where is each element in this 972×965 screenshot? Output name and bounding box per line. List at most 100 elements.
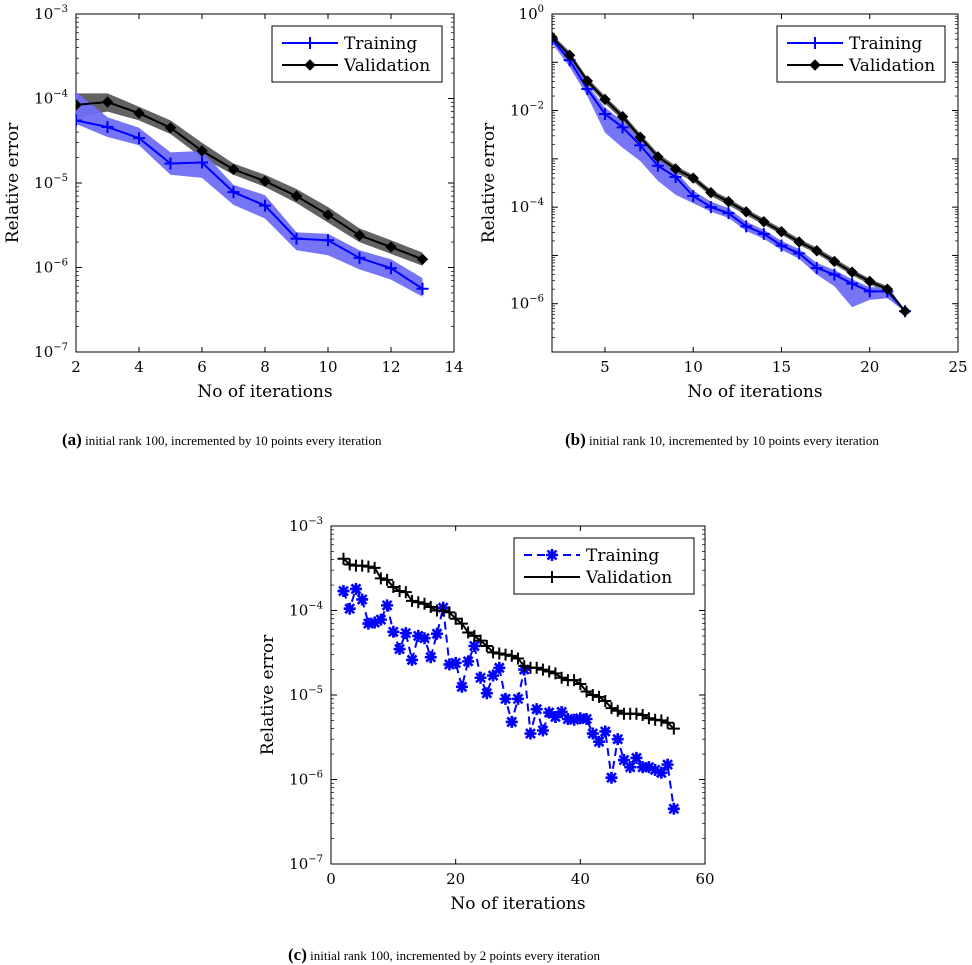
data-point-a-training-2: [133, 132, 145, 145]
data-point-b-training-18: [863, 285, 876, 298]
x-tick-label-b-4: 25: [948, 358, 967, 376]
data-point-a-validation-8: [322, 209, 334, 221]
data-point-b-validation-10: [722, 195, 735, 208]
data-point-c-validation-47: [630, 707, 643, 720]
data-point-c-validation-26: [499, 648, 512, 661]
x-axis-label-a: No of iterations: [197, 382, 332, 402]
legend-marker-b-training: [809, 37, 821, 49]
data-point-c-training-1: [343, 602, 356, 615]
data-point-a-validation-1: [101, 96, 114, 108]
data-point-c-training-49: [642, 761, 655, 774]
x-tick-label-c-0: 0: [326, 870, 336, 888]
data-point-c-validation-39: [580, 685, 593, 698]
caption-c-text: initial rank 100, incremented by 2 point…: [310, 948, 601, 963]
legend-marker-c-validation: [546, 571, 558, 583]
data-point-c-training-52: [661, 758, 674, 771]
data-layer-a: [76, 91, 429, 297]
data-point-c-training-33: [543, 706, 556, 719]
legend-marker-a-validation: [304, 59, 316, 71]
data-point-c-validation-6: [374, 572, 387, 585]
x-tick-label-b-2: 15: [772, 358, 791, 376]
data-point-c-training-25: [493, 661, 506, 674]
x-tick-label-c-3: 60: [695, 870, 714, 888]
data-point-c-training-51: [655, 766, 668, 779]
data-point-c-training-23: [480, 687, 493, 700]
data-point-c-validation-27: [505, 649, 518, 662]
data-point-c-training-10: [399, 627, 412, 640]
data-point-c-training-28: [512, 692, 524, 705]
data-point-c-training-27: [505, 715, 518, 728]
data-point-c-validation-28: [512, 652, 524, 665]
y-tick-label-a-2: 10−5: [34, 173, 68, 192]
legend-marker-a-training: [304, 37, 316, 49]
data-point-c-training-38: [574, 712, 587, 725]
data-point-c-validation-37: [568, 674, 581, 687]
data-point-c-training-17: [443, 658, 456, 671]
data-point-b-validation-4: [616, 110, 629, 123]
data-point-c-training-19: [455, 680, 468, 693]
data-point-b-training-8: [687, 190, 700, 203]
data-point-b-training-14: [793, 247, 806, 260]
caption-b-label: (b): [565, 430, 586, 449]
data-point-c-training-41: [593, 735, 606, 748]
x-tick-label-b-0: 5: [600, 358, 610, 376]
x-tick-label-a-5: 12: [381, 358, 400, 376]
data-point-b-validation-20: [899, 305, 911, 317]
data-point-c-validation-9: [393, 585, 406, 598]
data-point-c-validation-43: [605, 702, 618, 715]
data-point-a-training-5: [227, 186, 240, 199]
data-point-a-training-7: [290, 232, 303, 245]
data-point-b-validation-12: [758, 215, 770, 228]
data-point-b-validation-19: [881, 283, 894, 295]
caption-c: (c) initial rank 100, incremented by 2 p…: [288, 945, 600, 965]
data-layer-c: [337, 552, 680, 815]
y-tick-label-a-1: 10−6: [34, 258, 68, 277]
data-point-c-validation-18: [449, 612, 462, 625]
data-point-c-validation-7: [381, 573, 394, 586]
legend-box-a: [271, 25, 443, 83]
data-point-c-training-45: [617, 754, 630, 767]
data-point-a-training-4: [196, 156, 208, 169]
data-point-c-training-36: [561, 712, 574, 725]
y-tick-label-c-3: 10−4: [289, 601, 323, 620]
data-point-b-validation-0: [552, 31, 558, 43]
data-point-b-validation-9: [705, 186, 717, 199]
data-point-b-validation-11: [740, 206, 752, 218]
data-point-a-validation-10: [385, 241, 397, 253]
plot-area-b: [551, 13, 959, 353]
data-point-c-validation-1: [343, 558, 356, 571]
chart-b: 5 10 15 20 25 10−6 10−4 10−2 100 No of iterations…: [479, 4, 968, 402]
data-point-c-validation-22: [474, 634, 487, 647]
caption-b-text: initial rank 10, incremented by 10 point…: [589, 433, 879, 448]
data-point-b-training-16: [828, 268, 841, 281]
data-point-a-validation-7: [290, 190, 303, 202]
data-point-c-validation-19: [455, 617, 468, 630]
data-point-c-validation-3: [356, 559, 369, 572]
data-point-c-validation-44: [611, 704, 624, 717]
caption-a-label: (a): [62, 430, 82, 449]
data-point-c-training-39: [580, 712, 593, 725]
data-point-a-training-9: [353, 251, 366, 264]
series-line-a-training: [76, 119, 424, 290]
y-tick-label-c-0: 10−7: [289, 854, 323, 873]
data-point-c-training-22: [474, 671, 487, 684]
caption-a: (a) initial rank 100, incremented by 10 …: [62, 430, 381, 450]
data-point-a-training-0: [76, 114, 82, 127]
data-point-c-training-44: [611, 733, 624, 746]
data-point-c-validation-12: [412, 596, 425, 609]
y-tick-label-b-3: 100: [519, 4, 544, 23]
legend-label-a-validation: Validation: [343, 56, 430, 76]
y-tick-label-b-0: 10−6: [510, 294, 544, 313]
legend-label-b-validation: Validation: [848, 56, 935, 76]
x-axis-label-b: No of iterations: [687, 382, 822, 402]
data-point-a-validation-5: [227, 163, 240, 176]
data-point-b-training-0: [552, 33, 558, 46]
data-point-c-training-5: [368, 616, 381, 629]
data-point-c-training-24: [487, 669, 500, 682]
data-point-b-validation-7: [669, 163, 682, 175]
legend-marker-b-validation: [809, 59, 821, 71]
data-point-b-training-10: [722, 207, 735, 220]
data-point-b-training-4: [616, 121, 629, 134]
data-point-b-validation-3: [599, 93, 611, 106]
y-axis-label-a: Relative error: [3, 122, 23, 243]
